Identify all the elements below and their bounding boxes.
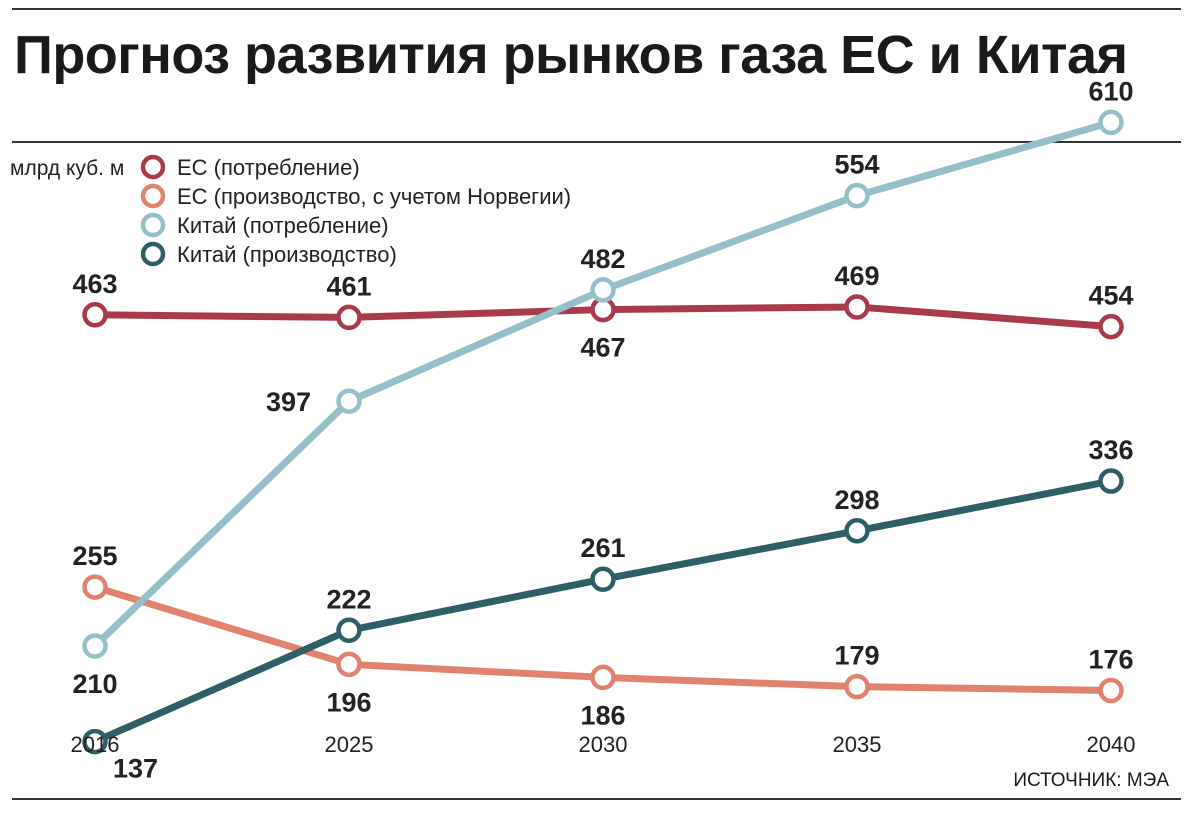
data-label: 454	[1088, 281, 1133, 311]
data-label: 554	[834, 150, 879, 180]
legend-marker	[140, 183, 166, 209]
data-point	[1098, 109, 1124, 136]
chart-title: Прогноз развития рынков газа ЕС и Китая	[14, 25, 1128, 85]
data-point	[844, 518, 870, 544]
data-point	[82, 574, 108, 600]
legend-marker	[140, 154, 166, 180]
legend-marker	[140, 241, 166, 267]
data-point	[336, 304, 362, 331]
data-point	[590, 566, 616, 592]
data-label: 482	[580, 244, 625, 274]
x-tick-label: 2016	[71, 732, 120, 757]
data-label: 137	[113, 754, 158, 784]
data-label: 179	[834, 641, 879, 671]
unit-label: млрд куб. м	[10, 157, 124, 180]
data-point	[1098, 468, 1124, 494]
data-point	[590, 664, 616, 691]
data-point	[844, 182, 870, 209]
data-point	[1098, 313, 1124, 340]
data-label: 610	[1088, 76, 1133, 106]
header-rule	[12, 141, 1181, 143]
x-tick-label: 2035	[833, 732, 882, 757]
data-label: 261	[580, 533, 625, 563]
data-point	[82, 302, 108, 328]
value-labels: 463 461 467 469 454 255 196 186 179 176 210 397 482 5…	[72, 76, 1133, 783]
data-point	[336, 617, 362, 644]
data-label: 463	[72, 269, 117, 299]
legend: ЕС (потребление) ЕС (производство, с учет…	[140, 154, 571, 267]
series-lines	[82, 109, 1124, 755]
data-label: 467	[580, 333, 625, 363]
data-label: 336	[1088, 435, 1133, 465]
legend-label: ЕС (производство, с учетом Норвегии)	[177, 184, 571, 209]
data-point	[82, 633, 108, 659]
data-point	[1098, 677, 1124, 704]
x-tick-label: 2030	[579, 732, 628, 757]
x-tick-label: 2025	[325, 732, 374, 757]
data-label: 397	[266, 387, 311, 417]
data-point	[336, 651, 362, 678]
source-note: ИСТОЧНИК: МЭА	[1013, 770, 1169, 791]
data-label: 469	[834, 261, 879, 291]
data-label: 222	[326, 584, 371, 614]
bottom-rule	[12, 798, 1181, 800]
data-point	[844, 673, 870, 700]
data-point	[844, 294, 870, 320]
legend-marker	[140, 212, 166, 238]
x-axis-ticks: 2016 2025 2030 2035 2040	[71, 732, 1136, 757]
data-label: 298	[834, 485, 879, 515]
top-rule	[12, 8, 1181, 10]
x-tick-label: 2040	[1087, 732, 1136, 757]
legend-label: Китай (производство)	[177, 242, 397, 267]
data-label: 461	[326, 271, 371, 301]
data-label: 176	[1088, 645, 1133, 675]
data-point	[590, 277, 616, 303]
legend-label: ЕС (потребление)	[177, 155, 360, 180]
data-label: 196	[326, 687, 371, 717]
legend-label: Китай (потребление)	[177, 213, 389, 238]
data-label: 210	[72, 669, 117, 699]
data-point	[336, 388, 362, 414]
data-label: 255	[72, 541, 117, 571]
data-point	[82, 728, 108, 755]
data-label: 186	[580, 700, 625, 730]
